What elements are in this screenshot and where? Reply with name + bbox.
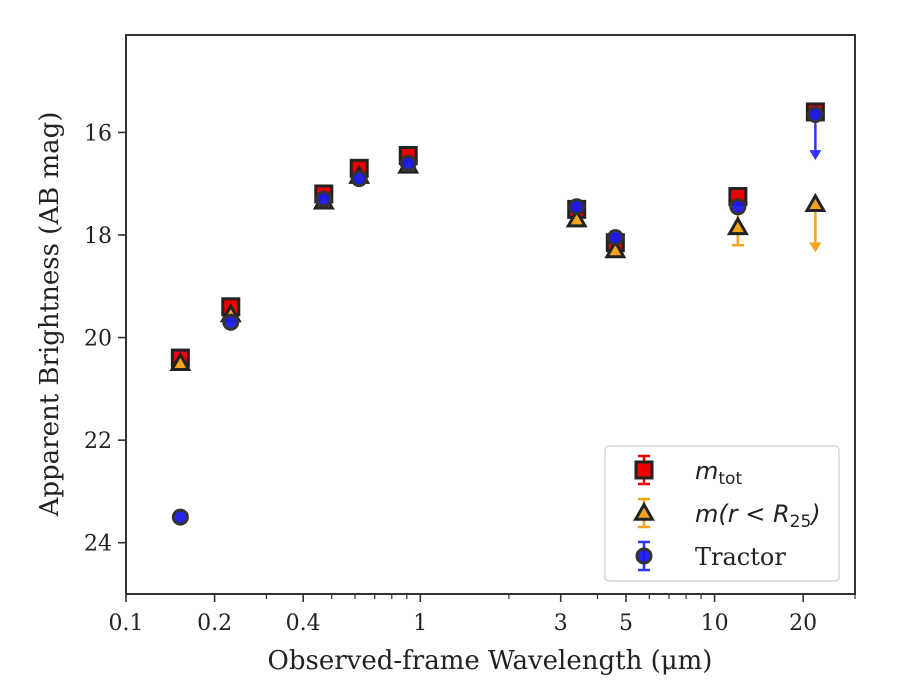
upper-limit-arrow-head bbox=[809, 150, 822, 161]
x-tick-label: 0.1 bbox=[109, 611, 144, 636]
legend-marker bbox=[634, 460, 654, 480]
data-point-triangle bbox=[804, 192, 827, 213]
legend-entry-label: Tractor bbox=[695, 543, 786, 571]
plot-frame bbox=[125, 34, 856, 595]
y-axis-label: Apparent Brightness (AB mag) bbox=[35, 112, 65, 518]
data-point-circle bbox=[171, 508, 189, 526]
y-tick-label: 24 bbox=[84, 532, 112, 557]
legend-marker bbox=[633, 501, 655, 521]
legend-box bbox=[604, 445, 840, 582]
y-tick-label: 18 bbox=[84, 224, 112, 249]
x-tick-label: 0.4 bbox=[286, 611, 321, 636]
data-point-circle bbox=[806, 105, 824, 123]
data-point-triangle bbox=[565, 208, 588, 228]
x-tick-label: 0.2 bbox=[197, 611, 232, 636]
data-point-circle bbox=[222, 313, 240, 331]
data-point-circle bbox=[350, 170, 368, 188]
data-point-circle bbox=[315, 190, 333, 208]
ticks-layer: 0.1 0.2 0.4 1 3 5 10 20 16 18 20 22 24 bbox=[84, 121, 856, 636]
data-point-circle bbox=[568, 198, 586, 216]
x-tick-label: 5 bbox=[619, 611, 633, 636]
x-tick-label: 10 bbox=[701, 611, 729, 636]
legend-entry-label: mtot bbox=[695, 457, 742, 489]
legend-entry-label: m(r < R25) bbox=[695, 500, 821, 532]
data-point-triangle bbox=[169, 351, 192, 372]
legend: mtot m(r < R25) Tractor bbox=[604, 445, 840, 582]
x-axis-label: Observed-frame Wavelength (μm) bbox=[268, 646, 713, 676]
data-point-circle bbox=[399, 154, 417, 172]
y-tick-label: 20 bbox=[84, 327, 112, 352]
data-point-triangle bbox=[726, 215, 749, 236]
y-tick-label: 22 bbox=[84, 429, 112, 454]
x-tick-label: 1 bbox=[413, 611, 427, 636]
data-point-circle bbox=[606, 229, 624, 247]
data-point-circle bbox=[729, 198, 747, 216]
data-point-triangle bbox=[604, 238, 627, 259]
x-tick-label: 20 bbox=[789, 611, 817, 636]
y-tick-label: 16 bbox=[84, 121, 112, 146]
upper-limit-arrow-head bbox=[809, 242, 822, 253]
marks-layer bbox=[169, 102, 827, 526]
x-tick-label: 3 bbox=[554, 611, 568, 636]
legend-marker bbox=[635, 547, 653, 565]
